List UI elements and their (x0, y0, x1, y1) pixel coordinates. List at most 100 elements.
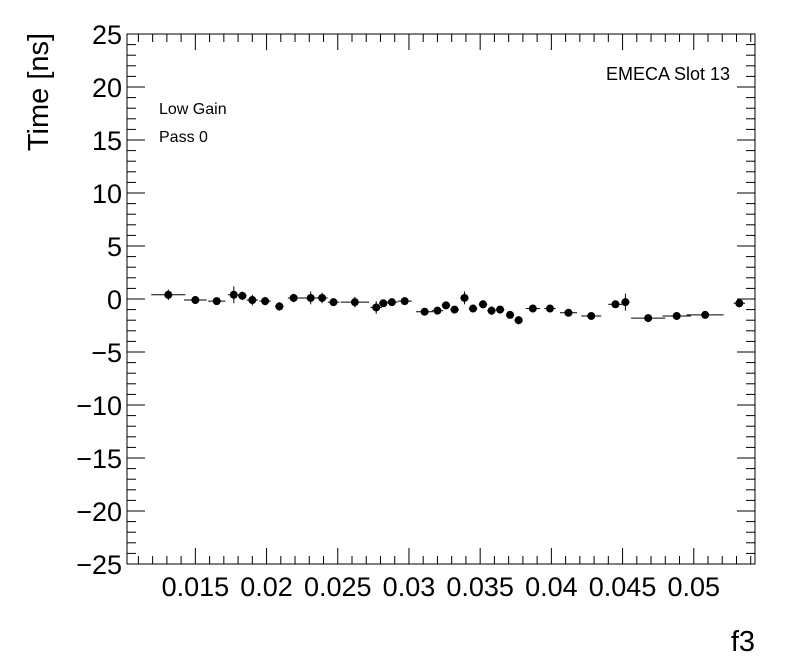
x-axis-label: f3 (731, 626, 755, 658)
data-point (495, 305, 505, 314)
y-tick-label: 0 (107, 285, 122, 315)
data-point (340, 296, 370, 308)
point-marker (261, 297, 270, 306)
point-marker (528, 304, 537, 313)
data-point (631, 314, 666, 323)
data-point (379, 299, 388, 308)
point-marker (496, 305, 505, 314)
y-tick-label: −10 (76, 391, 122, 421)
data-point (525, 304, 540, 313)
point-marker (564, 308, 573, 317)
point-marker (433, 306, 442, 315)
data-point (246, 294, 259, 306)
data-point (514, 315, 523, 325)
point-marker (506, 310, 515, 319)
point-marker (164, 290, 173, 299)
data-point (581, 311, 602, 320)
data-point (386, 298, 398, 307)
y-tick-label: 25 (92, 20, 122, 50)
data-point (151, 289, 186, 301)
data-point (370, 301, 382, 314)
point-marker (469, 304, 478, 313)
point-marker (191, 296, 200, 305)
y-tick-label: −25 (76, 550, 122, 580)
x-tick-label: 0.035 (446, 572, 514, 602)
data-point (327, 298, 340, 307)
x-tick-label: 0.05 (667, 572, 720, 602)
point-marker (400, 297, 409, 306)
point-marker (387, 298, 396, 307)
point-marker (479, 300, 488, 309)
point-marker (735, 299, 744, 308)
y-axis-tick-labels: 25 20 15 10 5 0 −5 −10 −15 −20 −25 (76, 20, 122, 580)
data-point (544, 304, 556, 313)
point-marker (379, 299, 388, 308)
data-point (460, 291, 469, 305)
point-marker (611, 300, 620, 309)
data-point (397, 297, 412, 306)
data-point (608, 300, 623, 309)
x-tick-label: 0.025 (304, 572, 372, 602)
data-point (208, 297, 226, 306)
point-marker (621, 298, 630, 307)
point-marker (289, 293, 298, 302)
y-tick-label: 10 (92, 179, 122, 209)
point-marker (229, 290, 238, 299)
data-point (505, 310, 515, 319)
y-tick-label: −20 (76, 497, 122, 527)
y-tick-label: 5 (107, 232, 122, 262)
annotation-slot: EMECA Slot 13 (606, 64, 730, 84)
point-marker (514, 316, 523, 325)
data-point (238, 291, 247, 301)
x-tick-label: 0.015 (162, 572, 230, 602)
point-marker (460, 293, 469, 302)
data-point (416, 307, 434, 316)
data-point (450, 305, 459, 314)
point-marker (238, 291, 247, 300)
data-point (441, 301, 451, 310)
data-point (431, 306, 444, 315)
point-marker (212, 297, 221, 306)
data-point (559, 308, 577, 317)
point-marker (587, 311, 596, 320)
annotation-gain: Low Gain (159, 101, 227, 118)
data-point (228, 286, 240, 304)
data-point (662, 311, 691, 320)
x-axis-tick-labels: 0.015 0.02 0.025 0.03 0.035 0.04 0.045 0.05 (162, 572, 720, 602)
y-tick-label: −15 (76, 444, 122, 474)
point-marker (420, 307, 429, 316)
point-marker (372, 303, 381, 312)
data-point (733, 299, 746, 308)
data-point (316, 292, 328, 304)
point-marker (248, 296, 257, 305)
data-point (621, 293, 630, 311)
point-marker (450, 305, 459, 314)
point-marker (487, 306, 496, 315)
data-point (487, 306, 496, 315)
x-axis-ticks (137, 34, 752, 564)
y-tick-label: 15 (92, 126, 122, 156)
y-tick-label: 20 (92, 73, 122, 103)
data-point (468, 304, 478, 313)
data-point (686, 310, 724, 319)
point-marker (350, 298, 359, 307)
point-marker (701, 310, 710, 319)
data-point (259, 296, 271, 306)
point-marker (644, 314, 653, 323)
x-tick-label: 0.045 (589, 572, 657, 602)
y-axis-ticks (127, 33, 755, 565)
y-tick-label: −5 (91, 338, 122, 368)
x-tick-label: 0.02 (240, 572, 293, 602)
point-marker (329, 298, 338, 307)
point-marker (275, 302, 284, 311)
data-point (478, 300, 488, 309)
point-marker (306, 293, 315, 302)
x-tick-label: 0.03 (383, 572, 436, 602)
point-marker (545, 304, 554, 313)
data-point (183, 296, 207, 305)
point-marker (318, 293, 327, 302)
point-marker (441, 301, 450, 310)
data-points (151, 286, 746, 325)
annotation-pass: Pass 0 (159, 129, 208, 146)
